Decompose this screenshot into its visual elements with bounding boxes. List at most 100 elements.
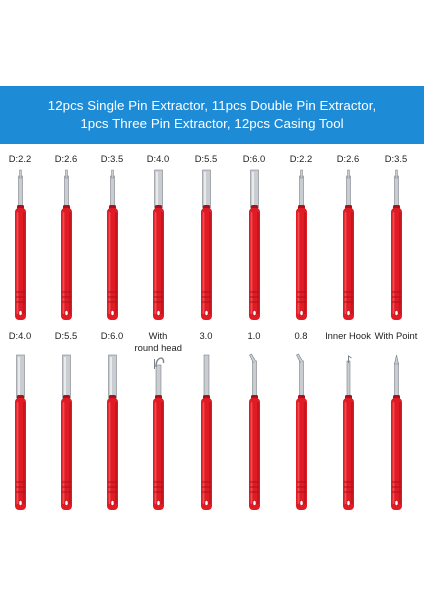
tool-illustration	[200, 169, 212, 320]
hook-tip	[248, 353, 256, 364]
pin-tip	[64, 169, 68, 179]
inner-hook-tip	[347, 355, 352, 363]
handle-shade	[68, 402, 71, 504]
flat-blade	[203, 354, 209, 399]
hang-hole	[252, 310, 256, 316]
pin-tip	[299, 169, 303, 179]
handle-shade	[114, 402, 117, 504]
pin-tip	[110, 169, 114, 179]
tool-size-label: D:6.0	[89, 330, 136, 342]
hang-hole	[299, 500, 303, 506]
tool-size-label: D:3.5	[89, 153, 136, 165]
hang-hole	[18, 310, 22, 316]
tube-shaft	[61, 354, 71, 399]
extractor-tool: D:2.6	[325, 0, 372, 600]
handle-highlight	[392, 212, 394, 314]
handle-highlight	[344, 212, 346, 314]
tool-illustration	[295, 169, 307, 320]
hang-hole	[18, 500, 22, 506]
tool-illustration	[342, 169, 354, 320]
shaft	[393, 362, 399, 399]
tool-illustration	[390, 354, 402, 510]
tool-label-line: 3.0	[199, 330, 213, 341]
handle-highlight	[16, 212, 18, 314]
tool-label-line: 0.8	[294, 330, 308, 341]
extractor-tool: With round head	[135, 0, 182, 600]
handle-shade	[160, 212, 163, 314]
shaft	[298, 360, 304, 399]
pin-tip	[18, 169, 22, 179]
handle-highlight	[154, 212, 156, 314]
tool-label-line: D:6.0	[242, 153, 266, 164]
tool-label-line: Inner Hook	[325, 330, 371, 341]
tool-size-label: D:2.6	[325, 153, 372, 165]
hang-hole	[110, 310, 114, 316]
extractor-tool: 0.8	[278, 0, 325, 600]
tool-illustration	[14, 169, 26, 320]
round-head	[154, 357, 164, 368]
tool-size-label: D:3.5	[373, 153, 420, 165]
tool-illustration	[390, 169, 402, 320]
handle-shade	[303, 402, 306, 504]
handle-highlight	[154, 402, 156, 504]
tool-size-label: D:5.5	[43, 330, 90, 342]
tool-illustration	[152, 357, 164, 510]
hang-hole	[110, 500, 114, 506]
extractor-tool: D:4.0	[0, 0, 44, 600]
title-line-2: 1pcs Three Pin Extractor, 12pcs Casing T…	[80, 116, 344, 131]
tool-size-label: D:4.0	[135, 153, 182, 165]
handle-shade	[208, 212, 211, 314]
extractor-tool: Inner Hook	[325, 0, 372, 600]
pin-tip	[394, 169, 398, 179]
extractor-tool: 3.0	[183, 0, 230, 600]
extractor-tool: 1.0	[231, 0, 278, 600]
tool-label-line-2: round head	[134, 342, 182, 353]
tool-label-line: D:2.6	[336, 153, 360, 164]
tool-illustration	[342, 355, 354, 510]
hang-hole	[346, 310, 350, 316]
tool-size-label: Inner Hook	[325, 330, 372, 342]
tool-label-line: D:4.0	[8, 330, 32, 341]
hang-hole	[204, 310, 208, 316]
handle-shade	[114, 212, 117, 314]
tool-illustration	[248, 169, 260, 320]
extractor-tool: D:6.0	[89, 0, 136, 600]
tool-size-label: D:5.5	[183, 153, 230, 165]
tool-illustration	[295, 353, 307, 510]
extractor-tool: D:2.6	[43, 0, 90, 600]
tool-label-line: D:3.5	[100, 153, 124, 164]
tool-label-line: With	[148, 330, 168, 341]
extractor-tool: D:3.5	[89, 0, 136, 600]
pin-tip	[346, 169, 350, 179]
handle-shade	[256, 212, 259, 314]
tool-size-label: 1.0	[231, 330, 278, 342]
tube-shaft	[15, 354, 25, 399]
tool-illustration	[106, 354, 118, 510]
handle-highlight	[16, 402, 18, 504]
tool-label-line: D:4.0	[146, 153, 170, 164]
tool-size-label: D:2.6	[43, 153, 90, 165]
handle-highlight	[392, 402, 394, 504]
tool-illustration	[200, 354, 212, 510]
extractor-tool: D:2.2	[278, 0, 325, 600]
handle-shade	[68, 212, 71, 314]
tool-illustration	[60, 169, 72, 320]
hang-hole	[252, 500, 256, 506]
hang-hole	[394, 310, 398, 316]
handle-shade	[350, 402, 353, 504]
extractor-tool: D:4.0	[135, 0, 182, 600]
tool-label-line: D:2.6	[54, 153, 78, 164]
hang-hole	[346, 500, 350, 506]
tool-size-label: With round head	[135, 330, 182, 354]
handle-highlight	[62, 212, 64, 314]
tool-label-line: D:6.0	[100, 330, 124, 341]
tool-size-label: D:2.2	[278, 153, 325, 165]
extractor-tool: D:6.0	[231, 0, 278, 600]
handle-highlight	[202, 212, 204, 314]
hang-hole	[394, 500, 398, 506]
hang-hole	[64, 310, 68, 316]
tool-label-line: With Point	[374, 330, 418, 341]
tool-label-line: D:5.5	[194, 153, 218, 164]
handle-highlight	[202, 402, 204, 504]
handle-shade	[208, 402, 211, 504]
